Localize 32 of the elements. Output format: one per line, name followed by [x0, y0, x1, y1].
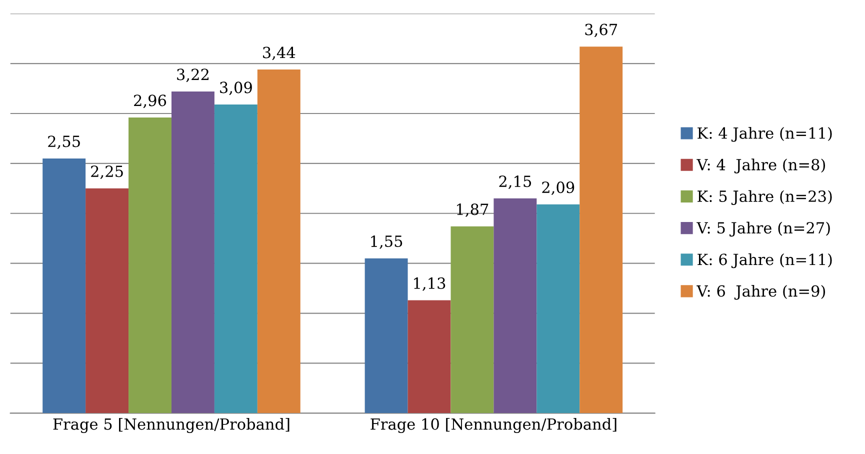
bar — [450, 226, 494, 414]
data-label: 2,96 — [134, 94, 166, 108]
bar — [580, 46, 623, 414]
data-label: 1,55 — [371, 235, 402, 249]
legend-label: V: 6 Jahre (n=9) — [696, 284, 826, 300]
data-label: 3,44 — [263, 46, 296, 60]
x-tick-label: Frage 10 [Nennungen/Proband] — [370, 418, 616, 434]
bar — [214, 104, 258, 414]
data-label: 1,87 — [457, 204, 488, 217]
data-label: 3,22 — [177, 68, 208, 82]
legend-label: V: 4 Jahre (n=8) — [696, 158, 826, 174]
legend-label: K: 6 Jahre (n=11) — [698, 253, 832, 268]
data-label: 3,09 — [220, 82, 252, 96]
bar — [494, 198, 537, 414]
legend-label: V: 5 Jahre (n=27) — [696, 222, 830, 237]
bar — [364, 258, 408, 414]
x-tick-label: Frage 5 [Nennungen/Proband] — [53, 418, 290, 434]
data-label: 2,09 — [542, 182, 574, 195]
bar — [86, 188, 129, 414]
legend-label: K: 5 Jahre (n=23) — [698, 190, 832, 205]
bar — [408, 300, 451, 414]
data-label: 2,15 — [499, 176, 532, 189]
bar — [257, 70, 300, 414]
data-label: 1,13 — [414, 277, 446, 291]
bar — [128, 117, 172, 414]
bar — [536, 204, 580, 414]
data-label: 2,55 — [48, 136, 80, 150]
data-label: 2,25 — [91, 166, 123, 179]
bar — [171, 92, 214, 414]
bar — [42, 158, 86, 414]
data-label: 3,67 — [585, 24, 618, 38]
legend-label: K: 4 Jahre (n=11) — [698, 127, 832, 142]
